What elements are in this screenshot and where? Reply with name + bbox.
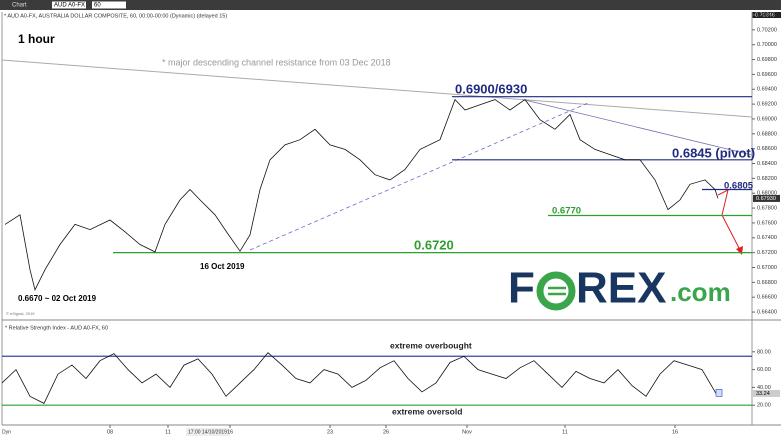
level-label: 0.6770 (552, 206, 581, 217)
level-label: 0.6720 (414, 237, 454, 252)
y-tick-label: 0.69000 (757, 116, 777, 122)
title-bar (0, 0, 781, 10)
description: * AUD A0-FX, AUSTRALIA DOLLAR COMPOSITE,… (4, 13, 227, 19)
y-tick-label: 20.00 (757, 403, 771, 409)
level-label: 0.6845 (pivot) (672, 145, 755, 160)
y-tick-label: 40.00 (757, 385, 771, 391)
cursor-price-box (752, 12, 781, 18)
y-tick-label: 0.67600 (757, 220, 777, 226)
y-tick-label: 0.69600 (757, 72, 777, 78)
support-trendline (249, 102, 589, 251)
copyright: © eSignal, 2019 (6, 311, 35, 316)
level-label: 0.6805 (724, 181, 754, 192)
last-value-label: 33.24 (756, 391, 770, 397)
rsi-line (1, 352, 717, 404)
y-tick-label: 0.68600 (757, 146, 777, 152)
annotation: 16 Oct 2019 (200, 262, 245, 271)
x-tick-label: 26 (383, 429, 389, 435)
annotation: * major descending channel resistance fr… (162, 57, 391, 67)
annotation: 1 hour (18, 32, 55, 46)
x-tick-label: 08 (107, 429, 113, 435)
y-tick-label: 0.68000 (757, 191, 777, 197)
cursor-price: 0.70346 (755, 12, 775, 18)
y-tick-label: 0.69800 (757, 57, 777, 63)
last-value-box (753, 389, 780, 397)
y-tick-label: 80.00 (757, 349, 771, 355)
corner-label: Dyn (2, 429, 11, 435)
y-tick-label: 60.00 (757, 367, 771, 373)
annotation: 0.6670 ~ 02 Oct 2019 (18, 294, 97, 303)
logo-text: .com (670, 277, 731, 307)
level-label: extreme oversold (392, 406, 462, 416)
y-tick-label: 0.70200 (757, 27, 777, 33)
y-tick-label: 0.69400 (757, 87, 777, 93)
y-tick-label: 0.66600 (757, 295, 777, 301)
interval[interactable]: 60 (94, 3, 101, 9)
panel-title: * Relative Strength Index - AUD A0-FX, 6… (5, 325, 108, 331)
logo-text: F (508, 264, 535, 313)
x-tick-label: Nov (462, 429, 472, 435)
last-value-label: 0.67930 (756, 196, 776, 202)
symbol[interactable]: AUD A0-FX (54, 3, 85, 9)
channel-resistance (1, 59, 753, 118)
cursor-time: 17:00 14/10/2019 (188, 429, 227, 435)
y-tick-label: 0.69200 (757, 102, 777, 108)
level-label: 0.6900/6930 (455, 81, 527, 96)
price-line (4, 98, 719, 291)
y-tick-label: 0.67400 (757, 235, 777, 241)
y-tick-label: 0.70000 (757, 42, 777, 48)
y-tick-label: 0.67200 (757, 250, 777, 256)
y-tick-label: 0.68400 (757, 161, 777, 167)
x-tick-label: 16 (672, 429, 678, 435)
x-tick-label: 23 (327, 429, 333, 435)
y-tick-label: 0.66400 (757, 310, 777, 316)
projection-arrow (717, 189, 741, 251)
last-value-box (753, 194, 780, 202)
y-tick-label: 0.68800 (757, 131, 777, 137)
y-tick-label: 0.68200 (757, 176, 777, 182)
logo-o (536, 271, 576, 311)
descending-trendline (524, 99, 753, 156)
y-tick-label: 0.67000 (757, 265, 777, 271)
symbol-box[interactable] (52, 1, 86, 9)
y-tick-label: 0.70400 (757, 12, 777, 18)
level-label: extreme overbought (390, 340, 472, 350)
x-tick-label: 11 (165, 429, 171, 435)
rsi-marker (715, 389, 723, 397)
y-tick-label: 0.66800 (757, 280, 777, 286)
interval-box[interactable] (92, 1, 126, 9)
x-tick-label: 16 (227, 429, 233, 435)
logo-text: REX (576, 264, 666, 313)
y-tick-label: 0.67800 (757, 206, 777, 212)
x-tick-label: 11 (562, 429, 568, 435)
window-title: Chart (12, 3, 27, 9)
cursor-time-box (186, 428, 230, 436)
